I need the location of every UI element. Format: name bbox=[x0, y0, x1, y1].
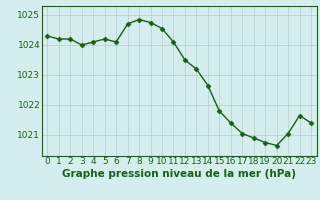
X-axis label: Graphe pression niveau de la mer (hPa): Graphe pression niveau de la mer (hPa) bbox=[62, 169, 296, 179]
